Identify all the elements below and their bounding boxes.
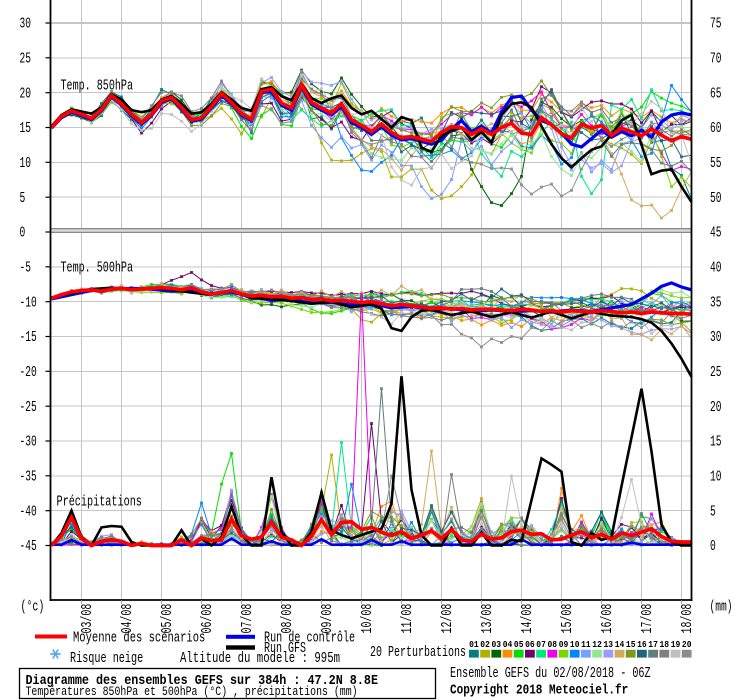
svg-text:-20: -20 — [20, 364, 37, 381]
svg-text:14/08: 14/08 — [520, 604, 536, 634]
svg-text:25: 25 — [710, 364, 722, 381]
svg-text:15/08: 15/08 — [560, 604, 576, 634]
svg-text:-45: -45 — [20, 538, 37, 555]
svg-text:17/08: 17/08 — [640, 604, 656, 634]
svg-text:03/08: 03/08 — [80, 604, 96, 634]
svg-text:11: 11 — [581, 639, 591, 650]
svg-text:65: 65 — [710, 85, 722, 102]
svg-text:70: 70 — [710, 51, 722, 68]
svg-text:18/08: 18/08 — [680, 604, 696, 634]
svg-text:06/08: 06/08 — [200, 604, 216, 634]
svg-text:01: 01 — [469, 639, 479, 650]
svg-text:08/08: 08/08 — [280, 604, 296, 634]
svg-text:50: 50 — [710, 190, 722, 207]
svg-text:10: 10 — [710, 469, 722, 486]
svg-text:08: 08 — [548, 639, 558, 650]
svg-text:30: 30 — [20, 16, 32, 33]
svg-text:Ensemble GEFS du 02/08/2018 -: Ensemble GEFS du 02/08/2018 - 06Z — [450, 666, 651, 682]
svg-text:5: 5 — [710, 503, 716, 520]
svg-text:15: 15 — [20, 120, 32, 137]
svg-text:40: 40 — [710, 260, 722, 277]
svg-text:18: 18 — [660, 639, 670, 650]
svg-text:-35: -35 — [20, 469, 37, 486]
svg-text:-5: -5 — [20, 260, 32, 277]
svg-text:09: 09 — [559, 639, 569, 650]
svg-text:04/08: 04/08 — [120, 604, 136, 634]
svg-text:15: 15 — [626, 639, 636, 650]
svg-text:60: 60 — [710, 120, 722, 137]
svg-text:13: 13 — [604, 639, 614, 650]
svg-text:17: 17 — [648, 639, 658, 650]
svg-text:Run GFS: Run GFS — [264, 641, 306, 657]
svg-text:14: 14 — [615, 639, 625, 650]
svg-text:Temp. 850hPa: Temp. 850hPa — [61, 79, 134, 95]
svg-text:-30: -30 — [20, 434, 37, 451]
svg-text:03: 03 — [492, 639, 502, 650]
svg-text:Précipitations: Précipitations — [57, 495, 142, 511]
svg-text:05: 05 — [514, 639, 524, 650]
svg-text:35: 35 — [710, 294, 722, 311]
svg-text:Risque neige: Risque neige — [70, 651, 143, 667]
svg-text:Copyright 2018 Meteociel.fr: Copyright 2018 Meteociel.fr — [450, 683, 628, 699]
svg-text:07/08: 07/08 — [240, 604, 256, 634]
svg-text:15: 15 — [710, 434, 722, 451]
svg-text:Diagramme des ensembles GEFS s: Diagramme des ensembles GEFS sur 384h : … — [26, 673, 379, 689]
svg-text:13/08: 13/08 — [480, 604, 496, 634]
svg-text:(°c): (°c) — [21, 600, 45, 616]
svg-text:16: 16 — [637, 639, 647, 650]
svg-text:Moyenne des scénarios: Moyenne des scénarios — [73, 631, 205, 647]
svg-text:75: 75 — [710, 16, 722, 33]
svg-text:12: 12 — [592, 639, 602, 650]
svg-text:04: 04 — [503, 639, 513, 650]
svg-text:11/08: 11/08 — [400, 604, 416, 634]
svg-text:Run de contrôle: Run de contrôle — [264, 631, 355, 647]
svg-text:-40: -40 — [20, 503, 37, 520]
svg-text:0: 0 — [710, 538, 716, 555]
svg-text:20 Perturbations: 20 Perturbations — [370, 645, 466, 661]
svg-text:10/08: 10/08 — [360, 604, 376, 634]
svg-text:16/08: 16/08 — [600, 604, 616, 634]
svg-text:-15: -15 — [20, 329, 37, 346]
svg-text:5: 5 — [20, 190, 26, 207]
svg-text:25: 25 — [20, 51, 32, 68]
svg-text:Altitude du modele : 995m: Altitude du modele : 995m — [180, 651, 340, 667]
svg-text:45: 45 — [710, 225, 722, 242]
svg-text:20: 20 — [682, 639, 692, 650]
svg-text:Temp. 500hPa: Temp. 500hPa — [61, 261, 134, 277]
svg-text:19: 19 — [671, 639, 681, 650]
svg-text:12/08: 12/08 — [440, 604, 456, 634]
svg-text:05/08: 05/08 — [160, 604, 176, 634]
svg-text:0: 0 — [20, 225, 26, 242]
svg-text:10: 10 — [20, 155, 32, 172]
svg-text:09/08: 09/08 — [320, 604, 336, 634]
svg-text:-25: -25 — [20, 399, 37, 416]
svg-text:02: 02 — [480, 639, 490, 650]
svg-text:20: 20 — [710, 399, 722, 416]
svg-text:07: 07 — [536, 639, 546, 650]
svg-text:06: 06 — [525, 639, 535, 650]
svg-text:-10: -10 — [20, 294, 37, 311]
svg-text:Températures 850hPa et 500hPa: Températures 850hPa et 500hPa (°C) , pré… — [26, 684, 358, 699]
svg-text:30: 30 — [710, 329, 722, 346]
svg-text:10: 10 — [570, 639, 580, 650]
svg-text:(mm): (mm) — [710, 600, 733, 616]
svg-text:55: 55 — [710, 155, 722, 172]
svg-text:20: 20 — [20, 85, 32, 102]
